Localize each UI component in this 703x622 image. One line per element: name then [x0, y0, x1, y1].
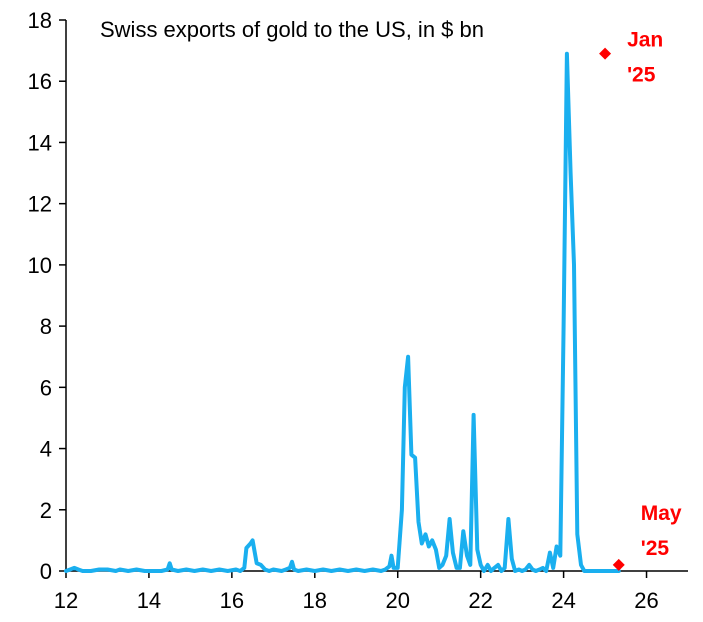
- x-tick-label: 12: [54, 588, 78, 613]
- y-tick-label: 6: [40, 375, 52, 400]
- y-tick-label: 10: [28, 253, 52, 278]
- x-tick-label: 22: [468, 588, 492, 613]
- annotations: Jan '25 May '25: [599, 29, 682, 571]
- series-line: [64, 51, 621, 573]
- annotation-label: Jan: [627, 29, 663, 52]
- annotation-label: May: [641, 502, 682, 525]
- x-axis: 12 14 16 18 20 22 24 26: [54, 570, 688, 613]
- y-tick-label: 2: [40, 498, 52, 523]
- x-tick-label: 14: [137, 588, 161, 613]
- y-tick-label: 0: [40, 559, 52, 584]
- y-tick-label: 12: [28, 192, 52, 217]
- annotation-marker: [612, 558, 625, 571]
- x-tick-label: 24: [551, 588, 575, 613]
- x-tick-label: 16: [220, 588, 244, 613]
- x-tick-label: 20: [385, 588, 409, 613]
- x-tick-label: 18: [303, 588, 327, 613]
- y-axis: 0 2 4 6 8 10 12 14 16 18: [28, 8, 67, 584]
- y-tick-label: 16: [28, 69, 52, 94]
- annotation-marker: [599, 47, 612, 60]
- annotation-label: '25: [627, 64, 656, 87]
- y-tick-label: 18: [28, 8, 52, 33]
- plot-area: [64, 51, 621, 573]
- x-tick-label: 26: [634, 588, 658, 613]
- y-tick-label: 14: [28, 130, 52, 155]
- annotation-label: '25: [641, 537, 670, 560]
- y-tick-label: 8: [40, 314, 52, 339]
- y-tick-label: 4: [40, 437, 52, 462]
- chart-title: Swiss exports of gold to the US, in $ bn: [100, 17, 484, 42]
